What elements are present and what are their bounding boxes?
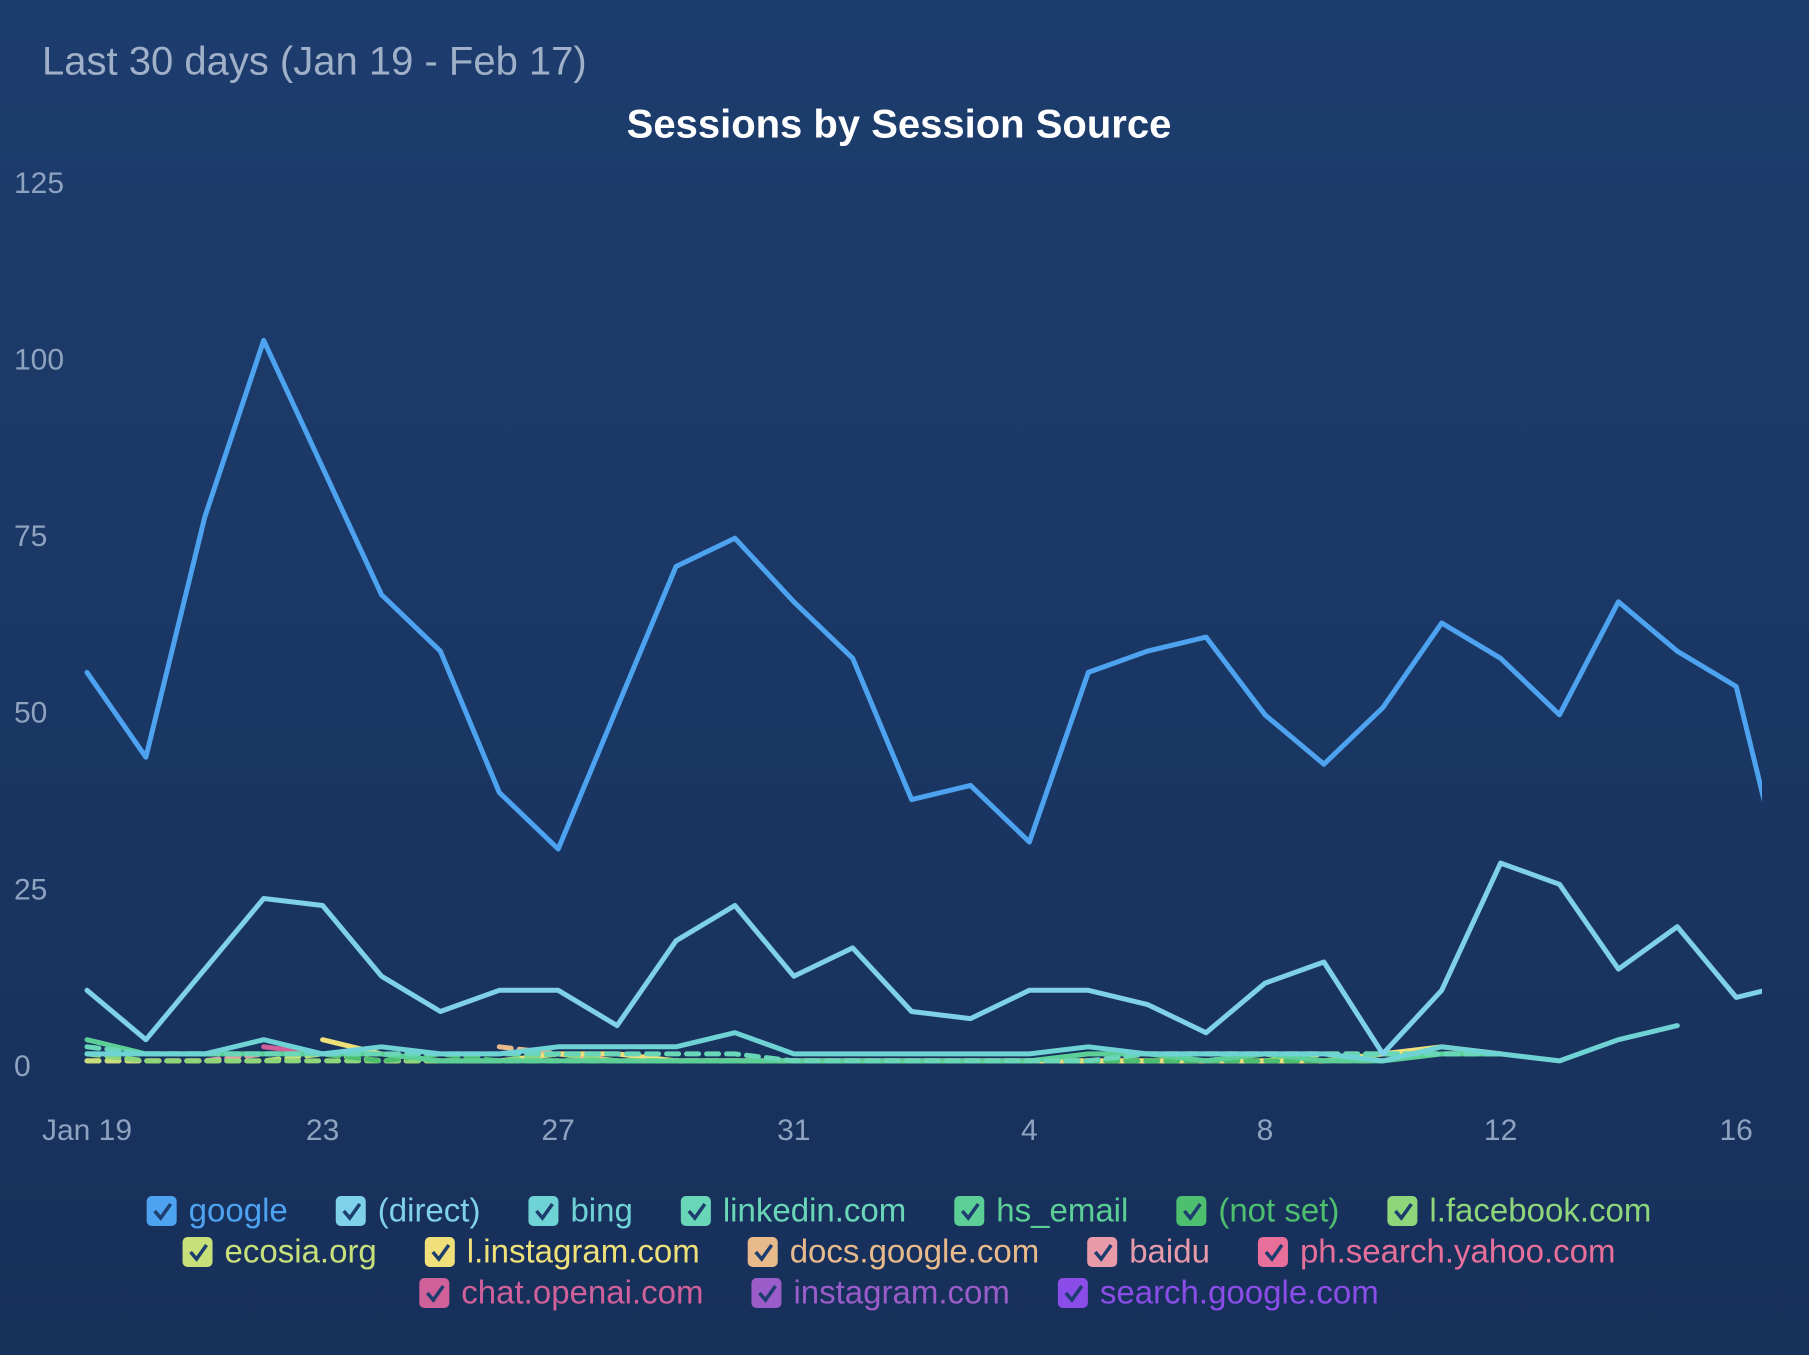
legend-check <box>754 1243 774 1262</box>
y-tick-label: 25 <box>14 873 47 906</box>
legend-label: instagram.com <box>793 1274 1009 1311</box>
legend-check <box>1064 1284 1084 1303</box>
y-tick-label: 125 <box>14 167 64 200</box>
series-line <box>84 860 1762 1057</box>
x-tick-label: 12 <box>1484 1114 1517 1147</box>
y-tick-label: 50 <box>14 697 47 730</box>
legend-label: ecosia.org <box>225 1233 377 1270</box>
legend-label: google <box>189 1192 288 1229</box>
x-tick-label: 4 <box>1021 1114 1038 1147</box>
legend-checkbox <box>1087 1237 1118 1267</box>
legend-checkbox <box>146 1196 177 1226</box>
legend-check <box>153 1202 173 1221</box>
legend-label: l.instagram.com <box>467 1233 700 1270</box>
x-tick-label: 8 <box>1257 1114 1274 1147</box>
legend-checkbox <box>747 1237 778 1267</box>
legend-label: search.google.com <box>1100 1274 1379 1311</box>
x-tick-label: Jan 19 <box>42 1114 132 1147</box>
x-tick-label: 31 <box>777 1114 810 1147</box>
y-tick-label: 0 <box>14 1050 31 1083</box>
legend-check <box>342 1202 362 1221</box>
series-line <box>320 1037 1504 1064</box>
legend-checkbox <box>1387 1196 1418 1226</box>
legend-checkbox <box>335 1196 366 1226</box>
legend-check <box>1394 1202 1413 1221</box>
legend-checkbox <box>680 1196 711 1226</box>
legend-check <box>431 1243 451 1262</box>
chart-title: Sessions by Session Source <box>627 103 1172 147</box>
legend-check <box>960 1202 980 1221</box>
legend-label: ph.search.yahoo.com <box>1300 1233 1616 1270</box>
y-tick-label: 75 <box>14 520 47 553</box>
legend-label: l.facebook.com <box>1429 1192 1651 1229</box>
x-tick-label: 23 <box>306 1114 339 1147</box>
legend-checkbox <box>419 1278 450 1308</box>
series-line <box>84 1023 1680 1064</box>
legend-check <box>535 1202 554 1221</box>
legend-checkbox <box>751 1278 782 1308</box>
legend-label: bing <box>570 1192 632 1229</box>
legend-check <box>1183 1202 1202 1221</box>
legend-label: (direct) <box>378 1192 481 1229</box>
legend-check <box>189 1243 208 1262</box>
legend-label: hs_email <box>996 1192 1128 1229</box>
legend-label: linkedin.com <box>723 1192 906 1229</box>
x-tick-label: 27 <box>542 1114 575 1147</box>
legend-label: baidu <box>1129 1233 1210 1270</box>
legend-label: (not set) <box>1218 1192 1339 1229</box>
legend-checkbox <box>1057 1278 1088 1308</box>
chart-subtitle: Last 30 days (Jan 19 - Feb 17) <box>42 40 587 84</box>
legend-checkbox <box>424 1237 455 1267</box>
legend-label: docs.google.com <box>790 1233 1039 1270</box>
legend-checkbox <box>1176 1196 1207 1226</box>
legend-checkbox <box>954 1196 985 1226</box>
legend-check <box>687 1202 707 1221</box>
x-tick-label: 16 <box>1720 1114 1753 1147</box>
legend-checkbox <box>1257 1237 1288 1267</box>
legend: google (direct) bing linkedin.com hs_email (n… <box>146 1192 1651 1311</box>
plot-area <box>84 337 1762 1064</box>
series-line <box>84 337 1762 852</box>
legend-check <box>758 1284 777 1303</box>
legend-check <box>425 1284 445 1303</box>
y-tick-label: 100 <box>14 344 64 377</box>
legend-label: chat.openai.com <box>461 1274 703 1311</box>
legend-checkbox <box>182 1237 213 1267</box>
legend-checkbox <box>528 1196 559 1226</box>
legend-check <box>1264 1243 1284 1262</box>
legend-check <box>1093 1243 1113 1262</box>
